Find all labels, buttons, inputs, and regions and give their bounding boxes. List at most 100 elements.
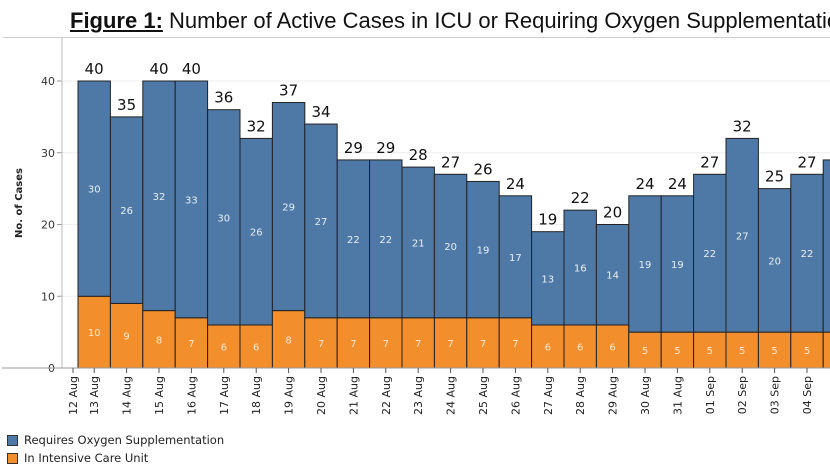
x-tick-label: 03 Sep: [769, 376, 782, 414]
oxygen-value-label: 22: [379, 235, 392, 246]
chart-title: Figure 1: Number of Active Cases in ICU …: [70, 8, 830, 33]
x-tick-label: 28 Aug: [574, 376, 587, 415]
legend-label: Requires Oxygen Supplementation: [24, 433, 225, 447]
icu-value-label: 8: [156, 335, 162, 346]
bar-icu: [433, 317, 468, 369]
icu-value-label: 7: [383, 339, 389, 350]
icu-value-label: 5: [739, 346, 745, 357]
oxygen-value-label: 13: [541, 274, 554, 285]
bar-icu: [790, 331, 824, 369]
icu-value-label: 9: [123, 332, 129, 343]
bar-icu: [466, 317, 500, 369]
x-tick-label: 16 Aug: [185, 376, 198, 415]
total-label: 29: [376, 139, 395, 157]
bar-oxygen: [369, 159, 403, 319]
oxygen-value-label: 32: [153, 192, 166, 203]
bar-icu: [563, 324, 597, 369]
x-tick-label: 29 Aug: [607, 376, 620, 415]
total-label: 27: [441, 153, 460, 171]
x-tick-label: 17 Aug: [218, 376, 231, 415]
total-label: 28: [409, 146, 428, 164]
total-label: 27: [700, 153, 719, 171]
total-label: 40: [85, 60, 104, 78]
bar-oxygen: [271, 102, 306, 312]
total-label: 29: [344, 139, 363, 157]
x-tick-label: 22 Aug: [380, 376, 393, 415]
oxygen-value-label: 26: [120, 206, 133, 217]
bar-oxygen: [757, 188, 792, 333]
bar-icu: [271, 310, 306, 369]
y-tick-label: 20: [41, 219, 55, 232]
bar-oxygen: [725, 137, 759, 333]
oxygen-value-label: 19: [639, 260, 652, 271]
oxygen-value-label: 33: [185, 195, 198, 206]
icu-value-label: 6: [577, 342, 583, 353]
oxygen-value-label: 21: [412, 238, 425, 249]
oxygen-value-label: 30: [88, 185, 101, 196]
oxygen-value-label: 19: [477, 246, 490, 257]
icu-value-label: 7: [350, 339, 356, 350]
x-tick-label: 21 Aug: [347, 376, 360, 415]
oxygen-value-label: 20: [768, 256, 781, 267]
oxygen-value-label: 30: [217, 213, 230, 224]
total-label: 24: [668, 175, 687, 193]
x-tick-label: 24 Aug: [445, 376, 458, 415]
oxygen-value-label: 17: [509, 253, 522, 264]
bar-icu: [822, 331, 830, 369]
oxygen-value-label: 27: [736, 231, 749, 242]
icu-value-label: 6: [545, 342, 551, 353]
icu-value-label: 5: [674, 346, 680, 357]
x-tick-label: 25 Aug: [477, 376, 490, 415]
icu-value-label: 5: [804, 346, 810, 357]
y-tick-label: 10: [41, 290, 55, 303]
oxygen-value-label: 22: [703, 249, 716, 260]
bar-oxygen: [304, 123, 338, 319]
oxygen-value-label: 26: [250, 228, 263, 239]
bar-icu: [336, 317, 371, 369]
bar-icu: [757, 331, 792, 369]
y-tick-label: 40: [41, 75, 55, 88]
icu-value-label: 7: [415, 339, 421, 350]
icu-value-label: 7: [318, 339, 324, 350]
x-tick-label: 23 Aug: [412, 376, 425, 415]
bar-oxygen: [109, 116, 144, 304]
total-label: 32: [733, 117, 752, 135]
oxygen-value-label: 29: [282, 203, 295, 214]
total-label: 26: [473, 160, 492, 178]
bar-oxygen: [822, 159, 830, 333]
total-label: 34: [311, 103, 330, 121]
icu-value-label: 6: [253, 342, 259, 353]
bar-oxygen: [466, 180, 500, 319]
x-tick-label: 13 Aug: [88, 376, 101, 415]
icu-value-label: 6: [221, 342, 227, 353]
oxygen-value-label: 27: [315, 217, 328, 228]
legend: Requires Oxygen Supplementation In Inten…: [7, 431, 224, 467]
bar-oxygen: [174, 80, 209, 319]
total-label: 36: [214, 89, 233, 107]
bar-oxygen: [401, 166, 435, 319]
total-label: 24: [635, 175, 654, 193]
bar-oxygen: [531, 231, 565, 326]
bar-icu: [304, 317, 338, 369]
x-tick-label: 31 Aug: [671, 376, 684, 415]
title-divider: [3, 37, 830, 38]
legend-label: In Intensive Care Unit: [24, 451, 149, 465]
bar-icu: [369, 317, 403, 369]
total-label: 27: [797, 153, 816, 171]
icu-value-label: 10: [88, 328, 101, 339]
bar-oxygen: [595, 224, 630, 326]
x-tick-label: 04 Sep: [801, 376, 814, 414]
total-label: 25: [765, 168, 784, 186]
y-tick-label: 30: [41, 147, 55, 160]
y-axis-label: No. of Cases: [14, 168, 25, 238]
legend-item-oxygen[interactable]: Requires Oxygen Supplementation: [7, 431, 224, 449]
total-label: 19: [538, 211, 557, 229]
x-tick-label: 18 Aug: [250, 376, 263, 415]
x-tick-label: 19 Aug: [283, 376, 296, 415]
bar-oxygen: [433, 173, 468, 319]
bar-oxygen: [77, 80, 111, 297]
x-tick-label: 01 Sep: [704, 376, 717, 414]
legend-item-icu[interactable]: In Intensive Care Unit: [7, 449, 224, 467]
oxygen-value-label: 19: [671, 260, 684, 271]
total-label: 35: [117, 96, 136, 114]
